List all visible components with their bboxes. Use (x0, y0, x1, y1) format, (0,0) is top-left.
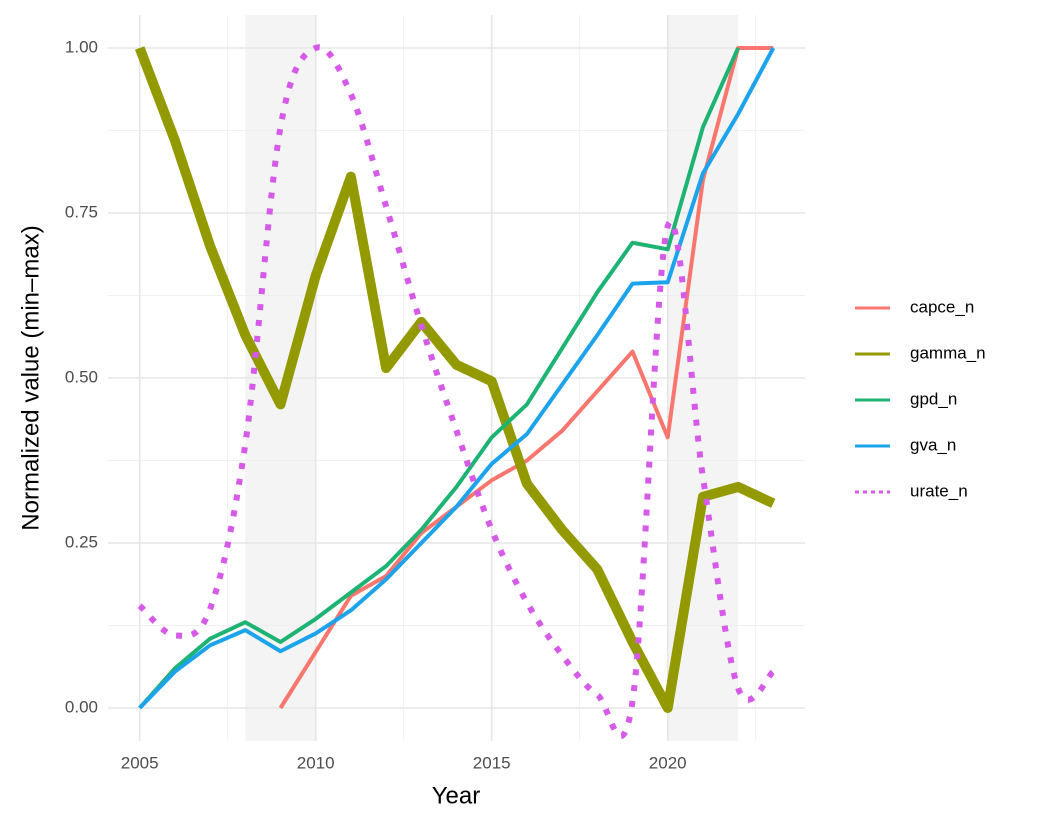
x-tick-label: 2020 (649, 753, 687, 772)
legend-label: gamma_n (910, 343, 986, 362)
legend-label: gpd_n (910, 389, 957, 408)
y-tick-label: 0.25 (65, 532, 98, 551)
series-line (138, 47, 740, 710)
x-tick-label: 2015 (473, 753, 511, 772)
y-tick-label: 0.50 (65, 367, 98, 386)
y-tick-label: 0.00 (65, 697, 98, 716)
legend-label: urate_n (910, 481, 968, 500)
series-line (138, 47, 776, 710)
series-line (135, 46, 776, 713)
x-axis-title: Year (432, 782, 481, 809)
legend-label: capce_n (910, 297, 974, 316)
series-line (278, 46, 774, 710)
y-tick-label: 1.00 (65, 37, 98, 56)
series-line (137, 44, 776, 739)
legend-label: gva_n (910, 435, 956, 454)
x-tick-label: 2010 (297, 753, 335, 772)
y-tick-label: 0.75 (65, 202, 98, 221)
y-axis-title: Normalized value (min–max) (17, 225, 44, 530)
x-tick-label: 2005 (121, 753, 159, 772)
